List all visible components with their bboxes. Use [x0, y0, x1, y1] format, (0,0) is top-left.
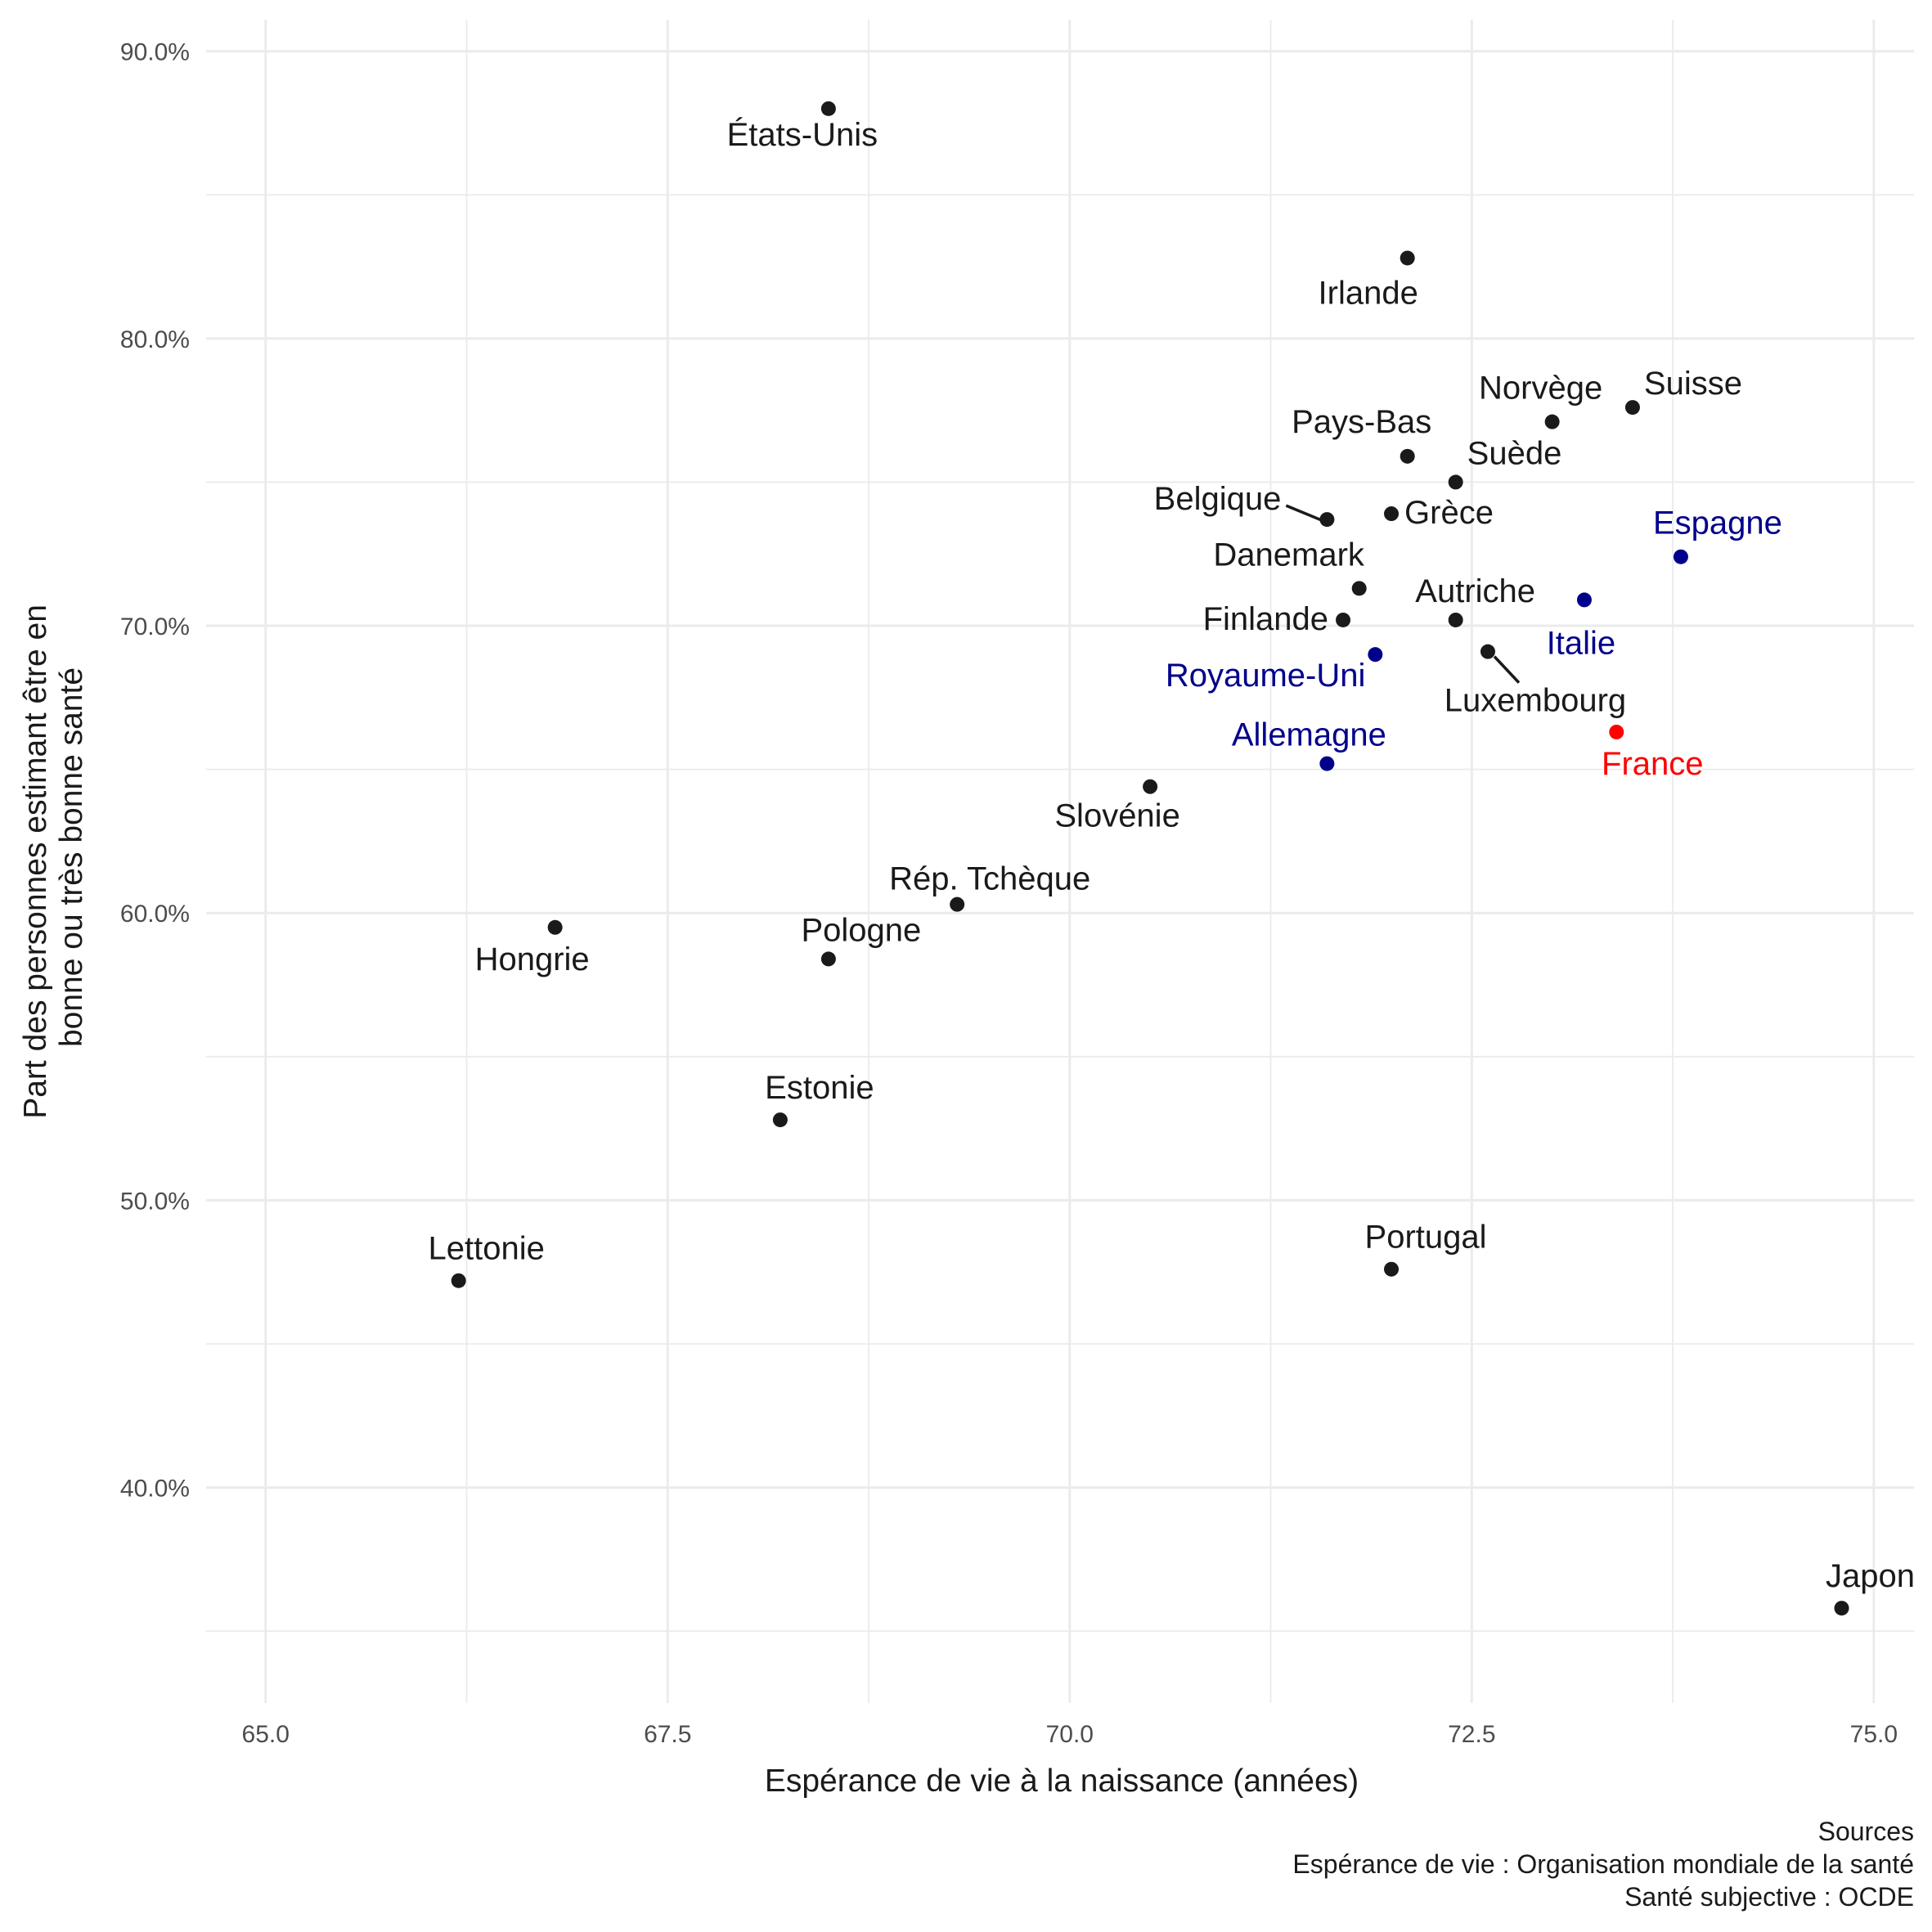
point-danemark — [1351, 581, 1367, 596]
label-suisse: Suisse — [1644, 366, 1742, 402]
point-slovenie — [1143, 779, 1158, 794]
point-lettonie — [451, 1273, 466, 1288]
connector-belgique — [1285, 504, 1325, 523]
point-belgique — [1319, 512, 1335, 528]
caption-sources: Sources — [1818, 1817, 1914, 1846]
y-tick-label: 40.0% — [120, 1476, 190, 1503]
point-pays-bas — [1400, 448, 1415, 464]
label-lettonie: Lettonie — [429, 1231, 545, 1267]
label-estonie: Estonie — [765, 1070, 874, 1106]
label-japon: Japon — [1826, 1558, 1915, 1594]
point-irlande — [1400, 250, 1415, 266]
x-tick-label: 72.5 — [1448, 1721, 1495, 1748]
x-tick-label: 75.0 — [1850, 1721, 1898, 1748]
y-tick-label: 50.0% — [120, 1188, 190, 1215]
data-points — [451, 101, 1849, 1616]
y-tick-label: 80.0% — [120, 326, 190, 353]
label-danemark: Danemark — [1213, 537, 1365, 573]
label-rep-tcheque: Rép. Tchèque — [889, 861, 1090, 897]
point-grece — [1384, 506, 1400, 522]
label-france: France — [1602, 746, 1704, 782]
point-etats-unis — [820, 101, 836, 116]
label-slovenie: Slovénie — [1054, 798, 1179, 834]
label-suede: Suède — [1467, 435, 1562, 471]
y-tick-label: 60.0% — [120, 901, 190, 928]
connector-luxembourg — [1493, 655, 1521, 684]
point-rep-tcheque — [950, 896, 965, 912]
label-connectors — [1285, 504, 1521, 684]
label-allemagne: Allemagne — [1232, 717, 1386, 753]
label-hongrie: Hongrie — [475, 941, 590, 977]
point-luxembourg — [1480, 644, 1495, 659]
label-irlande: Irlande — [1319, 275, 1418, 311]
y-tick-label: 90.0% — [120, 39, 190, 66]
y-axis-title-line-1: Part des personnes estimant être en — [18, 604, 53, 1119]
y-axis-ticks: 40.0% 50.0% 60.0% 70.0% 80.0% 90.0% — [120, 39, 190, 1503]
point-france — [1609, 724, 1624, 739]
x-axis-ticks: 65.0 67.5 70.0 72.5 75.0 — [242, 1721, 1898, 1748]
point-finlande — [1336, 612, 1351, 627]
label-pays-bas: Pays-Bas — [1292, 404, 1431, 440]
label-italie: Italie — [1547, 625, 1616, 661]
grid-lines — [206, 20, 1914, 1703]
label-norvege: Norvège — [1479, 371, 1602, 407]
point-suisse — [1624, 400, 1640, 416]
label-espagne: Espagne — [1653, 505, 1782, 541]
x-tick-label: 65.0 — [242, 1721, 290, 1748]
y-axis-title: Part des personnes estimant être en bonn… — [18, 595, 89, 1119]
label-luxembourg: Luxembourg — [1445, 683, 1626, 719]
x-tick-label: 67.5 — [644, 1721, 691, 1748]
point-hongrie — [547, 919, 563, 935]
label-pologne: Pologne — [801, 912, 921, 948]
point-pologne — [820, 951, 836, 967]
label-etats-unis: États-Unis — [727, 116, 878, 153]
label-autriche: Autriche — [1415, 573, 1535, 609]
point-suede — [1448, 474, 1463, 490]
point-espagne — [1673, 549, 1688, 564]
point-estonie — [772, 1112, 788, 1128]
caption-subjective-health-source: Santé subjective : OCDE — [1624, 1882, 1914, 1912]
y-tick-label: 70.0% — [120, 613, 190, 640]
label-grece: Grèce — [1404, 495, 1494, 531]
label-belgique: Belgique — [1154, 481, 1282, 517]
label-portugal: Portugal — [1365, 1220, 1487, 1256]
x-tick-label: 70.0 — [1046, 1721, 1094, 1748]
x-axis-title: Espérance de vie à la naissance (années) — [765, 1764, 1359, 1799]
point-japon — [1834, 1601, 1849, 1616]
point-norvege — [1544, 414, 1560, 429]
point-allemagne — [1319, 756, 1335, 771]
label-royaume-uni: Royaume-Uni — [1166, 658, 1366, 694]
point-italie — [1576, 592, 1592, 608]
y-axis-title-line-2: bonne ou très bonne santé — [54, 667, 89, 1047]
point-labels: États-Unis Irlande Suisse Norvège Pays-Bas Su… — [429, 116, 1916, 1594]
point-autriche — [1448, 612, 1463, 627]
point-royaume-uni — [1368, 647, 1383, 663]
caption-life-expectancy-source: Espérance de vie : Organisation mondiale… — [1292, 1849, 1914, 1879]
point-portugal — [1384, 1261, 1400, 1277]
label-finlande: Finlande — [1203, 601, 1328, 637]
